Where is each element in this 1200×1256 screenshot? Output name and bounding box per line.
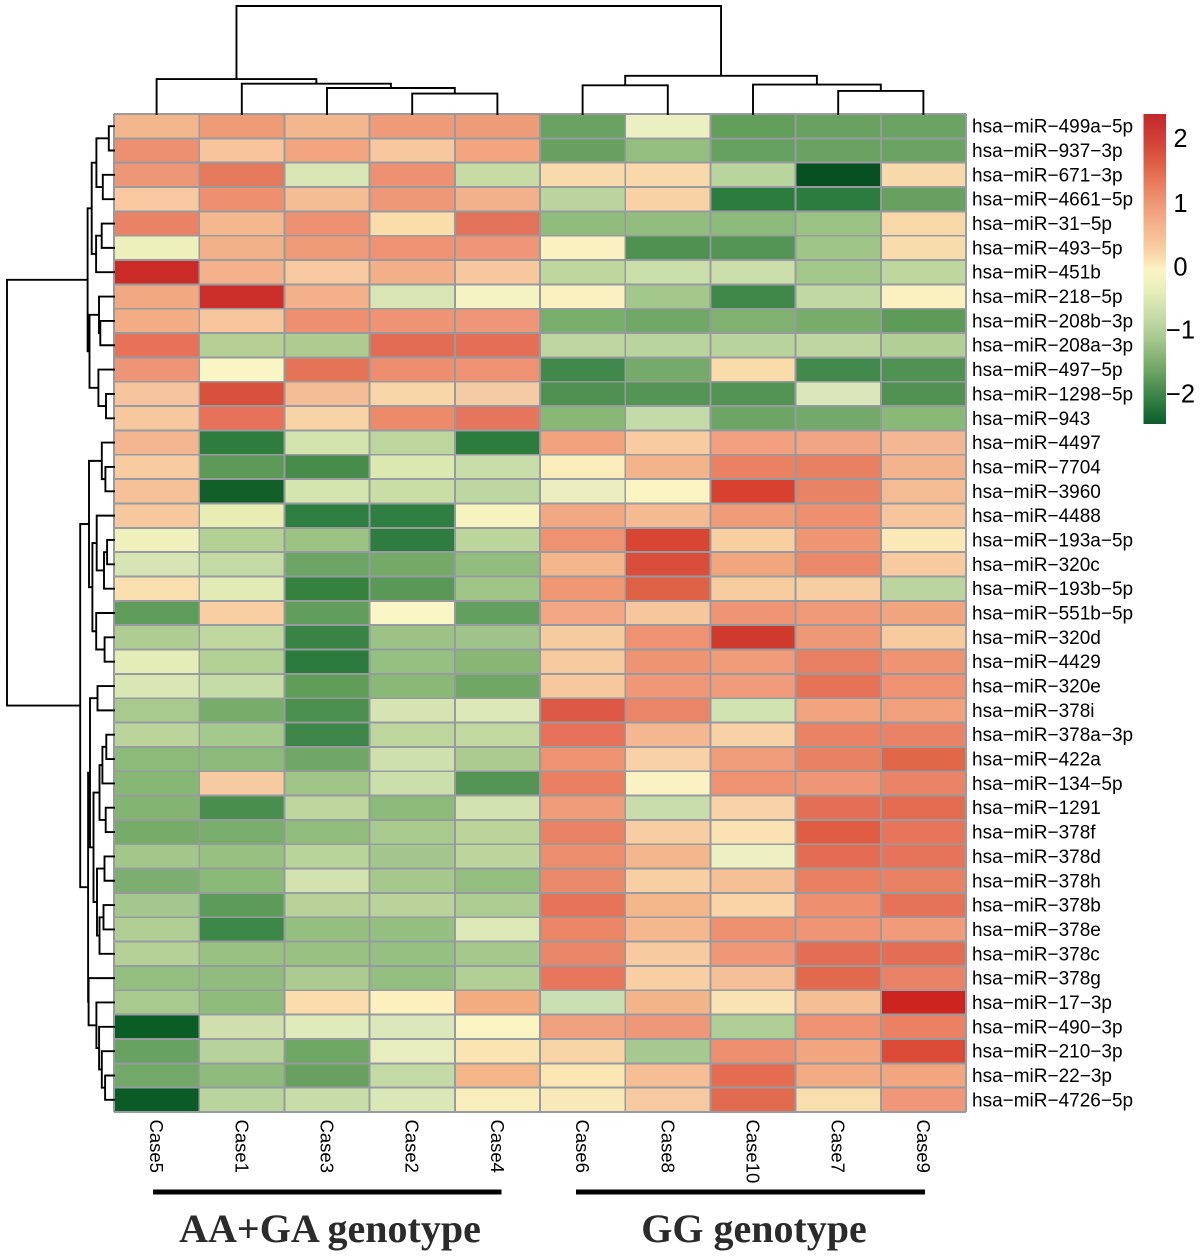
- svg-text:hsa−miR−378b: hsa−miR−378b: [972, 896, 1101, 917]
- svg-text:hsa−miR−4488: hsa−miR−4488: [972, 506, 1101, 527]
- svg-text:hsa−miR−378f: hsa−miR−378f: [972, 823, 1096, 844]
- svg-text:−1: −1: [1166, 317, 1195, 345]
- svg-text:hsa−miR−378a−3p: hsa−miR−378a−3p: [972, 725, 1133, 746]
- svg-text:hsa−miR−422a: hsa−miR−422a: [972, 750, 1101, 771]
- svg-text:hsa−miR−551b−5p: hsa−miR−551b−5p: [972, 604, 1133, 625]
- svg-text:hsa−miR−320d: hsa−miR−320d: [972, 628, 1101, 649]
- svg-text:hsa−miR−208a−3p: hsa−miR−208a−3p: [972, 336, 1133, 357]
- svg-text:Case1: Case1: [231, 1120, 252, 1173]
- svg-text:hsa−miR−7704: hsa−miR−7704: [972, 457, 1101, 478]
- svg-text:Case9: Case9: [913, 1120, 934, 1173]
- svg-text:hsa−miR−193b−5p: hsa−miR−193b−5p: [972, 579, 1133, 600]
- svg-text:hsa−miR−4429: hsa−miR−4429: [972, 652, 1101, 673]
- svg-text:hsa−miR−378h: hsa−miR−378h: [972, 871, 1101, 892]
- svg-text:hsa−miR−1291: hsa−miR−1291: [972, 798, 1101, 819]
- svg-text:hsa−miR−1298−5p: hsa−miR−1298−5p: [972, 384, 1133, 405]
- svg-text:GG genotype: GG genotype: [641, 1206, 867, 1251]
- svg-text:Case6: Case6: [572, 1120, 593, 1173]
- svg-text:Case7: Case7: [828, 1120, 849, 1173]
- svg-text:hsa−miR−493−5p: hsa−miR−493−5p: [972, 238, 1123, 259]
- svg-text:0: 0: [1173, 254, 1187, 282]
- svg-text:Case4: Case4: [487, 1120, 508, 1173]
- svg-text:Case2: Case2: [402, 1120, 423, 1173]
- svg-text:hsa−miR−943: hsa−miR−943: [972, 409, 1090, 430]
- svg-text:2: 2: [1173, 125, 1187, 153]
- svg-text:hsa−miR−31−5p: hsa−miR−31−5p: [972, 214, 1112, 235]
- svg-text:Case3: Case3: [317, 1120, 338, 1173]
- svg-text:hsa−miR−22−3p: hsa−miR−22−3p: [972, 1066, 1112, 1087]
- svg-text:hsa−miR−4661−5p: hsa−miR−4661−5p: [972, 190, 1133, 211]
- svg-text:1: 1: [1173, 190, 1187, 218]
- svg-text:Case10: Case10: [743, 1120, 764, 1184]
- svg-text:hsa−miR−378c: hsa−miR−378c: [972, 944, 1100, 965]
- svg-text:hsa−miR−210−3p: hsa−miR−210−3p: [972, 1042, 1123, 1063]
- svg-text:hsa−miR−320e: hsa−miR−320e: [972, 677, 1101, 698]
- svg-text:hsa−miR−134−5p: hsa−miR−134−5p: [972, 774, 1123, 795]
- svg-text:hsa−miR−499a−5p: hsa−miR−499a−5p: [972, 117, 1133, 138]
- svg-text:hsa−miR−4497: hsa−miR−4497: [972, 433, 1101, 454]
- svg-text:hsa−miR−193a−5p: hsa−miR−193a−5p: [972, 530, 1133, 551]
- svg-text:−2: −2: [1166, 381, 1195, 409]
- svg-text:hsa−miR−208b−3p: hsa−miR−208b−3p: [972, 311, 1133, 332]
- svg-text:hsa−miR−378d: hsa−miR−378d: [972, 847, 1101, 868]
- svg-text:Case8: Case8: [657, 1120, 678, 1173]
- svg-text:hsa−miR−218−5p: hsa−miR−218−5p: [972, 287, 1123, 308]
- svg-text:hsa−miR−671−3p: hsa−miR−671−3p: [972, 165, 1123, 186]
- svg-text:hsa−miR−937−3p: hsa−miR−937−3p: [972, 141, 1123, 162]
- svg-text:hsa−miR−378i: hsa−miR−378i: [972, 701, 1095, 722]
- svg-text:hsa−miR−378e: hsa−miR−378e: [972, 920, 1101, 941]
- svg-text:AA+GA genotype: AA+GA genotype: [179, 1206, 481, 1251]
- svg-text:hsa−miR−378g: hsa−miR−378g: [972, 969, 1101, 990]
- svg-text:hsa−miR−497−5p: hsa−miR−497−5p: [972, 360, 1123, 381]
- svg-text:Case5: Case5: [146, 1120, 167, 1173]
- svg-text:hsa−miR−4726−5p: hsa−miR−4726−5p: [972, 1090, 1133, 1111]
- svg-text:hsa−miR−17−3p: hsa−miR−17−3p: [972, 993, 1112, 1014]
- svg-text:hsa−miR−3960: hsa−miR−3960: [972, 482, 1101, 503]
- svg-text:hsa−miR−451b: hsa−miR−451b: [972, 263, 1101, 284]
- svg-text:hsa−miR−490−3p: hsa−miR−490−3p: [972, 1017, 1123, 1038]
- svg-text:hsa−miR−320c: hsa−miR−320c: [972, 555, 1100, 576]
